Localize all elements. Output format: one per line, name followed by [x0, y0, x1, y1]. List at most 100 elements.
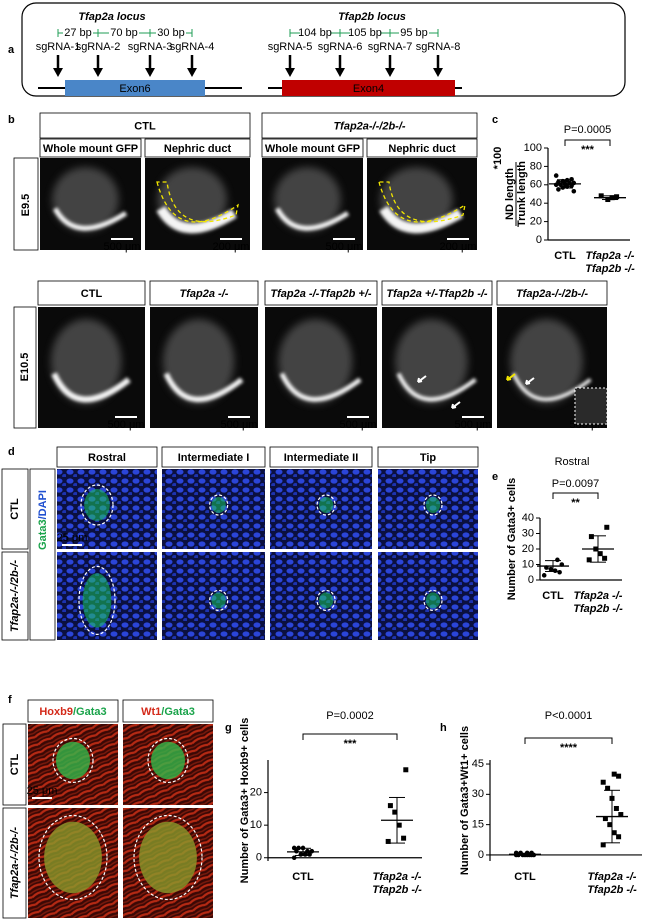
y-axis-label: Number of Gata3+ Hoxb9+ cells — [239, 718, 251, 884]
guide-arrowhead — [93, 68, 103, 77]
pointer-arrow — [525, 377, 535, 385]
row-box — [1, 551, 29, 641]
data-point — [600, 842, 606, 848]
column-header: Rostral — [88, 452, 126, 464]
scale-label: 500 μm — [104, 241, 141, 253]
category-label: Tfap2a -/- — [586, 250, 635, 262]
column-header-box — [377, 446, 479, 468]
data-point — [597, 551, 603, 557]
duct-outline — [209, 589, 229, 612]
y-axis-factor: *100 — [492, 147, 504, 170]
gata3-signal — [425, 497, 441, 513]
y-tick-label: 0 — [528, 574, 534, 586]
exon-label: Exon4 — [353, 83, 384, 95]
p-value: P=0.0002 — [326, 710, 373, 722]
group-header-box — [39, 112, 251, 139]
embryo-glow — [395, 319, 468, 404]
stage-label: E9.5 — [20, 194, 32, 217]
scale-label: 25 μm — [57, 532, 88, 544]
data-point — [309, 848, 315, 854]
genotype-header-box — [381, 280, 493, 306]
spacing-bg — [63, 28, 93, 38]
category-label: Tfap2a -/- — [574, 590, 623, 602]
genotype-header-box — [149, 280, 259, 306]
data-point — [305, 848, 310, 854]
spacing-bg — [109, 28, 139, 38]
spacing-bg — [300, 28, 330, 38]
category-label: CTL — [554, 250, 576, 262]
sig-bracket — [552, 492, 599, 499]
column-header-box — [161, 446, 266, 468]
guide-arrowhead — [53, 68, 63, 77]
view-header-box — [39, 138, 142, 158]
spacing-bg — [156, 28, 186, 38]
y-tick-label: 0 — [478, 849, 484, 861]
gata3-signal — [151, 741, 185, 780]
data-point — [602, 816, 608, 822]
y-tick-label: 60 — [530, 179, 542, 191]
guide-label: sgRNA-4 — [170, 41, 215, 53]
sig-bracket — [564, 139, 611, 146]
view-header-box — [261, 138, 364, 158]
y-axis-label: Number of Gata3+ cells — [506, 478, 518, 601]
y-tick-label: 30 — [472, 788, 484, 800]
stain-part: /Gata3 — [161, 706, 195, 718]
gata3-signal — [44, 821, 102, 894]
data-point — [611, 771, 617, 777]
data-point — [401, 835, 407, 841]
guide-label: sgRNA-6 — [318, 41, 363, 53]
row-label: Tfap2a-/-/2b-/- — [9, 827, 21, 899]
data-point — [387, 803, 393, 809]
spacing-label: 30 bp — [157, 27, 185, 39]
duct-outline — [52, 737, 94, 784]
y-tick-label: 40 — [522, 512, 534, 524]
group-header-box — [261, 112, 478, 139]
stain-box — [29, 468, 56, 641]
category-label: Tfap2a -/- — [373, 871, 422, 883]
data-point — [569, 183, 574, 189]
data-point — [616, 773, 622, 779]
view-header: Nephric duct — [388, 143, 456, 155]
duct-signal — [163, 372, 244, 403]
data-point — [605, 785, 611, 791]
y-axis-label: Number of Gata3+Wt1+ cells — [459, 726, 471, 875]
guide-label: sgRNA-8 — [416, 41, 461, 53]
gata3-signal — [425, 592, 441, 609]
category-label: Tfap2b -/- — [573, 603, 623, 615]
scale-label: 500 μm — [221, 419, 258, 431]
y-tick-label: 0 — [256, 852, 262, 864]
scale-label: 25 μm — [27, 785, 58, 797]
guide-label: sgRNA-2 — [76, 41, 121, 53]
pointer-arrow — [506, 373, 516, 381]
inset — [574, 387, 608, 425]
data-point — [548, 566, 554, 572]
panel-label: f — [8, 694, 12, 706]
column-header: Intermediate II — [284, 452, 359, 464]
gata3-signal — [211, 592, 226, 609]
panel-label: g — [225, 722, 232, 734]
stage-box — [13, 157, 39, 251]
data-point — [613, 805, 619, 811]
data-point — [291, 845, 297, 851]
p-value: P<0.0001 — [545, 710, 592, 722]
panel-label: e — [492, 471, 498, 483]
duct-outline — [80, 484, 114, 526]
significance: *** — [581, 144, 595, 156]
column-header: Wt1/Gata3 — [141, 706, 195, 718]
guide-label: sgRNA-1 — [36, 41, 81, 53]
row-label: CTL — [9, 754, 21, 776]
guide-arrowhead — [187, 68, 197, 77]
data-point — [403, 767, 409, 773]
y-tick-label: 100 — [524, 142, 542, 154]
spacing-label: 104 bp — [298, 27, 332, 39]
locus-title: Tfap2a locus — [78, 11, 145, 23]
duct-signal — [396, 372, 477, 402]
embryo-glow — [52, 167, 119, 232]
genotype-header-box — [37, 280, 146, 306]
data-point — [555, 557, 560, 563]
column-header: Hoxb9/Gata3 — [39, 706, 106, 718]
guide-arrowhead — [385, 68, 395, 77]
gata3-signal — [318, 497, 334, 513]
pointer-arrow — [417, 375, 427, 383]
